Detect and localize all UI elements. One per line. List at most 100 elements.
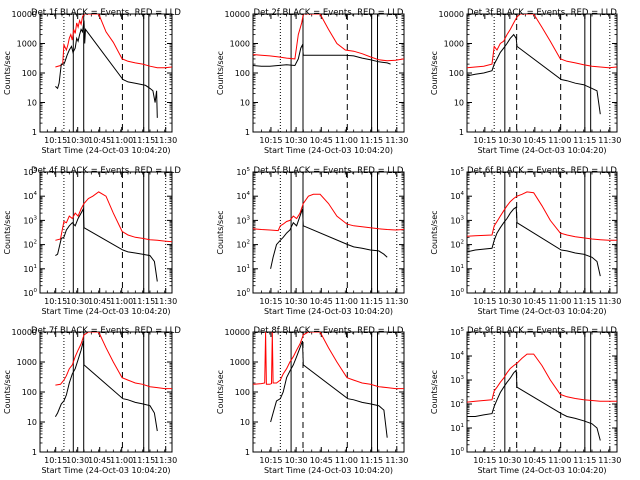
y-tick-label: 1000 (17, 40, 37, 49)
y-tick-label: 1 (32, 128, 37, 137)
x-axis-label: Start Time (24-Oct-03 10:04:20) (477, 307, 606, 316)
y-tick-label: 1000 (230, 40, 250, 49)
x-tick-label: 10:15 (473, 456, 496, 465)
series-lld-line (253, 14, 404, 62)
panel-8f: 1 10 100 1000 10000 10:15 10:30 10:45 11:00 11:15… (216, 326, 408, 475)
plot-frame (252, 331, 405, 453)
x-tick-label: 11:00 (335, 136, 358, 145)
x-tick-label: 10:45 (523, 136, 546, 145)
x-tick-label: 11:15 (573, 297, 596, 306)
x-tick-label: 11:30 (154, 456, 177, 465)
x-tick-label: 11:15 (132, 136, 155, 145)
plot-frame (39, 331, 173, 453)
panel-title: Det 9f BLACK = Events, RED = LLD (467, 326, 617, 336)
series-events-line (54, 340, 158, 432)
y-axis-label: Counts/sec (430, 51, 439, 95)
series-events-line (467, 369, 601, 441)
x-tick-label: 11:30 (598, 297, 621, 306)
series-lld-line (253, 332, 404, 390)
plot-frame (252, 171, 405, 294)
y-tick-label: 103 (450, 375, 464, 385)
y-axis-label: Counts/sec (430, 370, 439, 414)
series-events-line (253, 43, 391, 67)
series-events-line (270, 340, 388, 438)
y-tick-label: 101 (23, 264, 37, 274)
x-axis-label: Start Time (24-Oct-03 10:04:20) (477, 146, 606, 155)
y-tick-label: 102 (236, 240, 250, 250)
x-tick-label: 10:15 (44, 297, 67, 306)
x-tick-label: 10:15 (259, 297, 282, 306)
x-tick-label: 10:45 (523, 456, 546, 465)
x-tick-label: 10:45 (310, 456, 333, 465)
x-tick-label: 11:30 (154, 297, 177, 306)
y-tick-label: 105 (450, 327, 464, 337)
panel-title: Det 1f BLACK = Events, RED = LLD (31, 8, 181, 18)
x-tick-label: 11:00 (110, 136, 133, 145)
series-lld-line (467, 191, 617, 241)
x-tick-label: 10:30 (66, 136, 89, 145)
y-tick-label: 100 (23, 288, 37, 298)
y-axis-label: Counts/sec (3, 370, 12, 414)
plot-frame (466, 13, 618, 133)
y-axis-label: Counts/sec (216, 210, 225, 254)
panel-7f: 1 10 100 1000 10000 10:1510:3010:4511:0011:15… (3, 326, 181, 475)
x-tick-label: 11:00 (548, 297, 571, 306)
x-tick-label: 10:30 (285, 456, 308, 465)
y-tick-label: 1 (245, 448, 250, 457)
y-tick-label: 100 (22, 388, 37, 397)
series-lld-line (253, 193, 404, 232)
panel-title: Det 6f BLACK = Events, RED = LLD (467, 166, 617, 176)
x-axis-label: Start Time (24-Oct-03 10:04:20) (264, 307, 393, 316)
series-events-line (55, 207, 158, 282)
x-axis-label: Start Time (24-Oct-03 10:04:20) (41, 146, 170, 155)
plot-frame (466, 331, 618, 453)
y-tick-label: 105 (450, 167, 464, 177)
series-events-line (467, 33, 601, 115)
y-tick-label: 100 (22, 69, 37, 78)
x-tick-label: 11:30 (598, 456, 621, 465)
panel-3f: 1 10 100 1000 10000 10:15 10:30 10:45 11:00 11:15… (430, 8, 621, 155)
panel-title: Det 3f BLACK = Events, RED = LLD (467, 8, 617, 18)
x-tick-label: 11:30 (154, 136, 177, 145)
panel-title: Det 7f BLACK = Events, RED = LLD (31, 326, 181, 336)
x-tick-label: 11:15 (573, 456, 596, 465)
x-tick-label: 11:15 (360, 297, 383, 306)
y-tick-label: 105 (236, 167, 250, 177)
x-tick-label: 11:30 (385, 456, 408, 465)
x-axis-label: Start Time (24-Oct-03 10:04:20) (264, 466, 393, 475)
y-tick-label: 10 (27, 418, 37, 427)
x-tick-label: 10:45 (88, 297, 111, 306)
y-tick-label: 100 (449, 69, 464, 78)
x-tick-label: 10:30 (66, 456, 89, 465)
x-tick-label: 11:00 (335, 297, 358, 306)
y-tick-label: 102 (23, 240, 37, 250)
panel-title: Det 8f BLACK = Events, RED = LLD (254, 326, 404, 336)
y-tick-label: 104 (450, 191, 464, 201)
y-tick-label: 102 (450, 240, 464, 250)
y-tick-label: 104 (23, 191, 37, 201)
y-tick-label: 1000 (444, 40, 464, 49)
x-axis-label: Start Time (24-Oct-03 10:04:20) (41, 307, 170, 316)
x-tick-label: 11:15 (360, 456, 383, 465)
x-tick-label: 10:15 (44, 136, 67, 145)
y-tick-label: 10000 (225, 10, 250, 19)
x-tick-label: 11:30 (385, 136, 408, 145)
x-tick-label: 11:00 (110, 456, 133, 465)
x-tick-label: 11:15 (573, 136, 596, 145)
y-tick-label: 104 (450, 351, 464, 361)
y-tick-label: 10 (240, 99, 250, 108)
y-axis-label: Counts/sec (3, 210, 12, 254)
panel-4f: 10010110210310410510:1510:3010:4511:0011… (3, 166, 181, 316)
y-tick-label: 10000 (12, 328, 37, 337)
series-events-line (55, 20, 158, 118)
series-events-line (467, 206, 601, 277)
x-axis-label: Start Time (24-Oct-03 10:04:20) (41, 466, 170, 475)
y-axis-label: Counts/sec (3, 51, 12, 95)
x-tick-label: 10:15 (44, 456, 67, 465)
y-tick-label: 100 (235, 69, 250, 78)
y-tick-label: 1 (32, 448, 37, 457)
x-tick-label: 11:30 (385, 297, 408, 306)
panel-title: Det 4f BLACK = Events, RED = LLD (31, 166, 181, 176)
x-axis-label: Start Time (24-Oct-03 10:04:20) (477, 466, 606, 475)
